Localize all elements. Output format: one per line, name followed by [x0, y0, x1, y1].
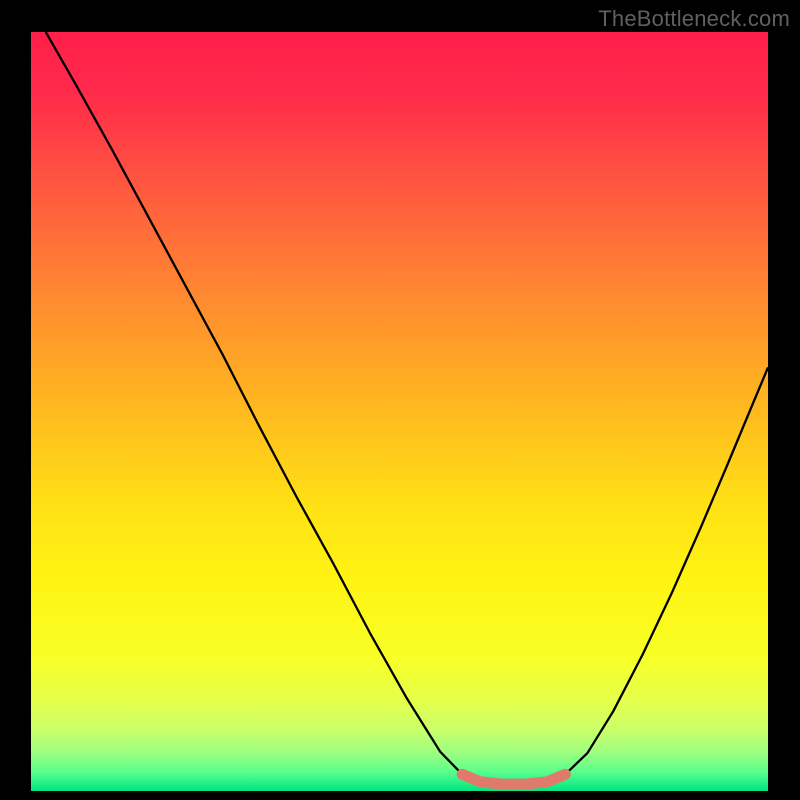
chart-container: TheBottleneck.com	[0, 0, 800, 800]
trough-marker	[462, 774, 565, 784]
plot-area	[31, 32, 768, 791]
curve-layer	[31, 32, 768, 791]
bottleneck-curve	[46, 32, 768, 784]
attribution-label: TheBottleneck.com	[598, 6, 790, 32]
